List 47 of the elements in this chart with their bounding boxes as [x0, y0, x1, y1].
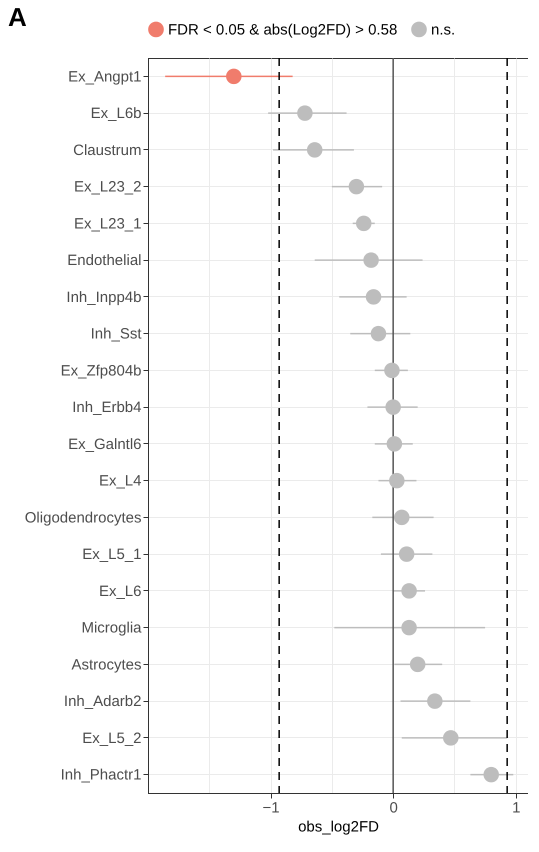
chart-title: A [8, 2, 27, 32]
point [366, 289, 382, 305]
point [384, 362, 400, 378]
point [356, 216, 372, 232]
y-tick-label: Ex_Angpt1 [68, 68, 142, 86]
y-tick-label: Claustrum [73, 142, 142, 159]
point [389, 472, 405, 488]
y-tick-label: Ex_L5_1 [82, 546, 142, 564]
x-tick-label: 1 [512, 800, 520, 816]
y-tick-label: Astrocytes [71, 656, 142, 674]
point [398, 546, 414, 562]
point [348, 178, 364, 194]
point [401, 620, 417, 636]
y-tick-label: Inh_Inpp4b [66, 288, 142, 306]
y-tick-label: Ex_L6b [90, 105, 142, 122]
y-tick-label: Inh_Phactr1 [60, 766, 142, 784]
legend-label: n.s. [431, 21, 456, 38]
y-tick-label: Inh_Erbb4 [72, 399, 142, 416]
point [401, 583, 417, 599]
point [363, 252, 379, 268]
y-tick-label: Ex_L5_2 [82, 730, 142, 747]
point [226, 68, 242, 84]
y-tick-label: Ex_L23_2 [74, 178, 142, 196]
y-tick-label: Inh_Adarb2 [64, 693, 142, 710]
y-tick-label: Oligodendrocytes [24, 509, 142, 526]
point [385, 399, 401, 415]
x-tick-label: 0 [389, 800, 398, 816]
legend-label: FDR < 0.05 & abs(Log2FD) > 0.58 [168, 21, 398, 38]
point [483, 766, 499, 782]
point [394, 510, 410, 526]
point [410, 656, 426, 672]
y-tick-label: Microglia [81, 620, 142, 637]
point [386, 436, 402, 452]
y-tick-label: Ex_L4 [98, 472, 142, 490]
y-tick-label: Inh_Sst [90, 326, 142, 343]
point [370, 326, 386, 342]
point [443, 730, 459, 746]
point [306, 142, 322, 158]
y-tick-label: Ex_Galntl6 [68, 436, 142, 453]
y-tick-label: Ex_Zfp804b [60, 362, 142, 380]
x-axis-title: obs_log2FD [298, 818, 380, 836]
y-tick-label: Endothelial [67, 252, 142, 270]
y-tick-label: Ex_L23_1 [74, 215, 142, 232]
point [297, 105, 313, 121]
y-tick-label: Ex_L6 [98, 582, 142, 600]
x-tick-label: −1 [262, 800, 280, 816]
point [427, 693, 443, 709]
